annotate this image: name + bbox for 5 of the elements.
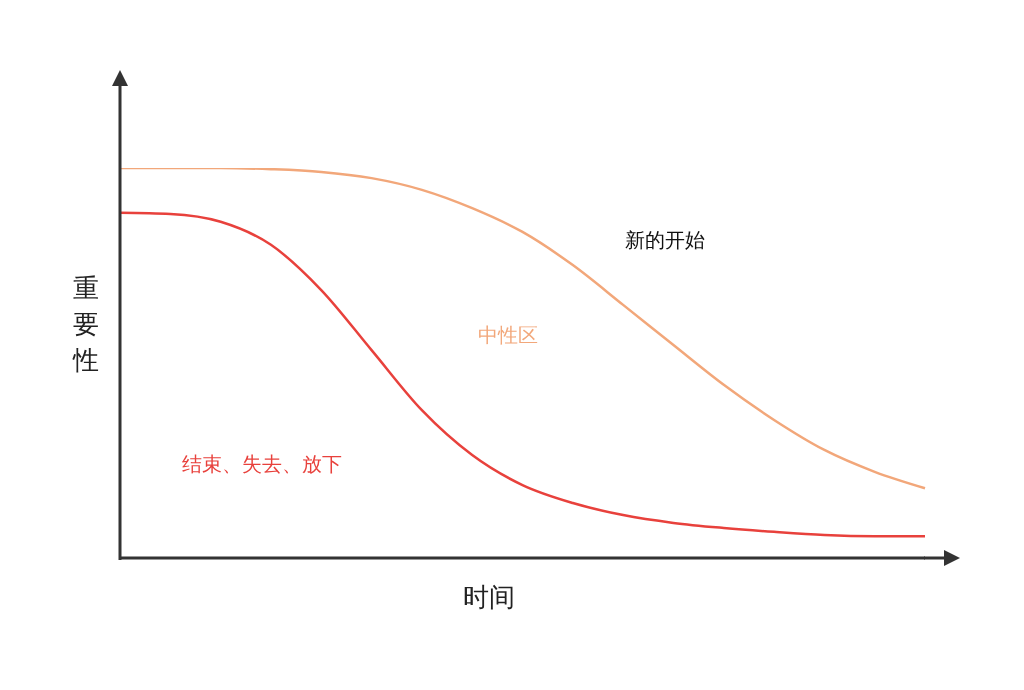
text: 中性区 <box>478 322 538 349</box>
x-axis-title: 时间 <box>463 581 515 614</box>
annotation: 新的开始 <box>625 227 705 254</box>
y-axis-title: 重要性 <box>71 272 100 377</box>
text: 结束、失去、放下 <box>182 451 342 478</box>
